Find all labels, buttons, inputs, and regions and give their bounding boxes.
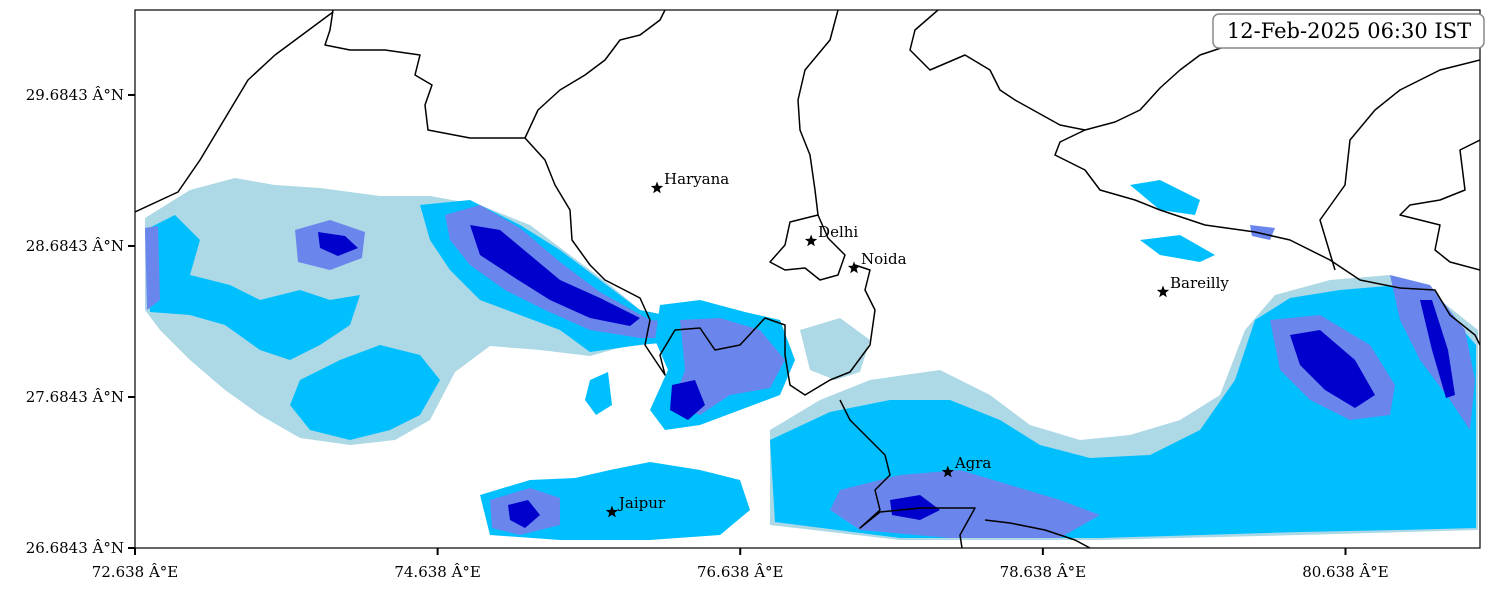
precip-deep [470,225,640,326]
delhi-border [769,214,846,281]
country-border [1399,139,1480,271]
x-tick-label: 76.638 Â°E [697,563,784,581]
precip-sky [1130,180,1200,215]
city-label: Delhi [818,223,858,241]
x-tick-label: 72.638 Â°E [92,563,179,581]
city-marker [847,261,861,274]
precip-deep [1290,330,1375,408]
timestamp-box [1212,13,1485,49]
precip-royal [145,226,160,310]
precip-royal [672,318,785,415]
city-label: Bareilly [1170,274,1229,292]
city-marker [941,465,954,478]
borders [135,10,1480,548]
x-tick-label: 80.638 Â°E [1302,563,1389,581]
x-tick-label: 78.638 Â°E [1000,563,1087,581]
country-border [135,11,334,213]
precip-deep [318,232,358,256]
city-label: Jaipur [617,494,666,512]
precip-sky [145,215,360,360]
plot-frame [134,9,1481,549]
precip-deep [508,500,540,528]
y-tick-label: 27.6843 Â°N [26,388,124,406]
state-border [984,519,1091,548]
state-border [324,10,876,396]
precip-sky [585,372,612,415]
precip-sky [290,345,440,440]
precip-sky [1140,235,1215,262]
y-tick-label: 26.6843 Â°N [26,539,124,557]
precip-royal [830,470,1100,538]
city-marker [804,234,818,247]
city-marker [1156,285,1170,298]
state-border [909,10,1480,346]
city-label: Haryana [664,170,729,188]
y-tick-label: 28.6843 Â°N [26,237,124,255]
city-marker [605,505,619,518]
state-border [839,399,976,548]
precip-royal [1250,225,1275,240]
precip-deep [1420,300,1455,398]
y-tick-label: 29.6843 Â°N [26,86,124,104]
city-label: Agra [954,454,992,472]
city-marker [650,181,664,194]
timestamp: 12-Feb-2025 06:30 IST [1227,19,1471,43]
precip-deep [670,380,705,420]
state-border [797,10,839,216]
state-border [524,10,666,139]
x-tick-label: 74.638 Â°E [394,563,481,581]
country-border [1319,59,1480,271]
precip-light [800,318,870,380]
precip-deep [890,495,940,520]
city-label: Noida [861,250,907,268]
